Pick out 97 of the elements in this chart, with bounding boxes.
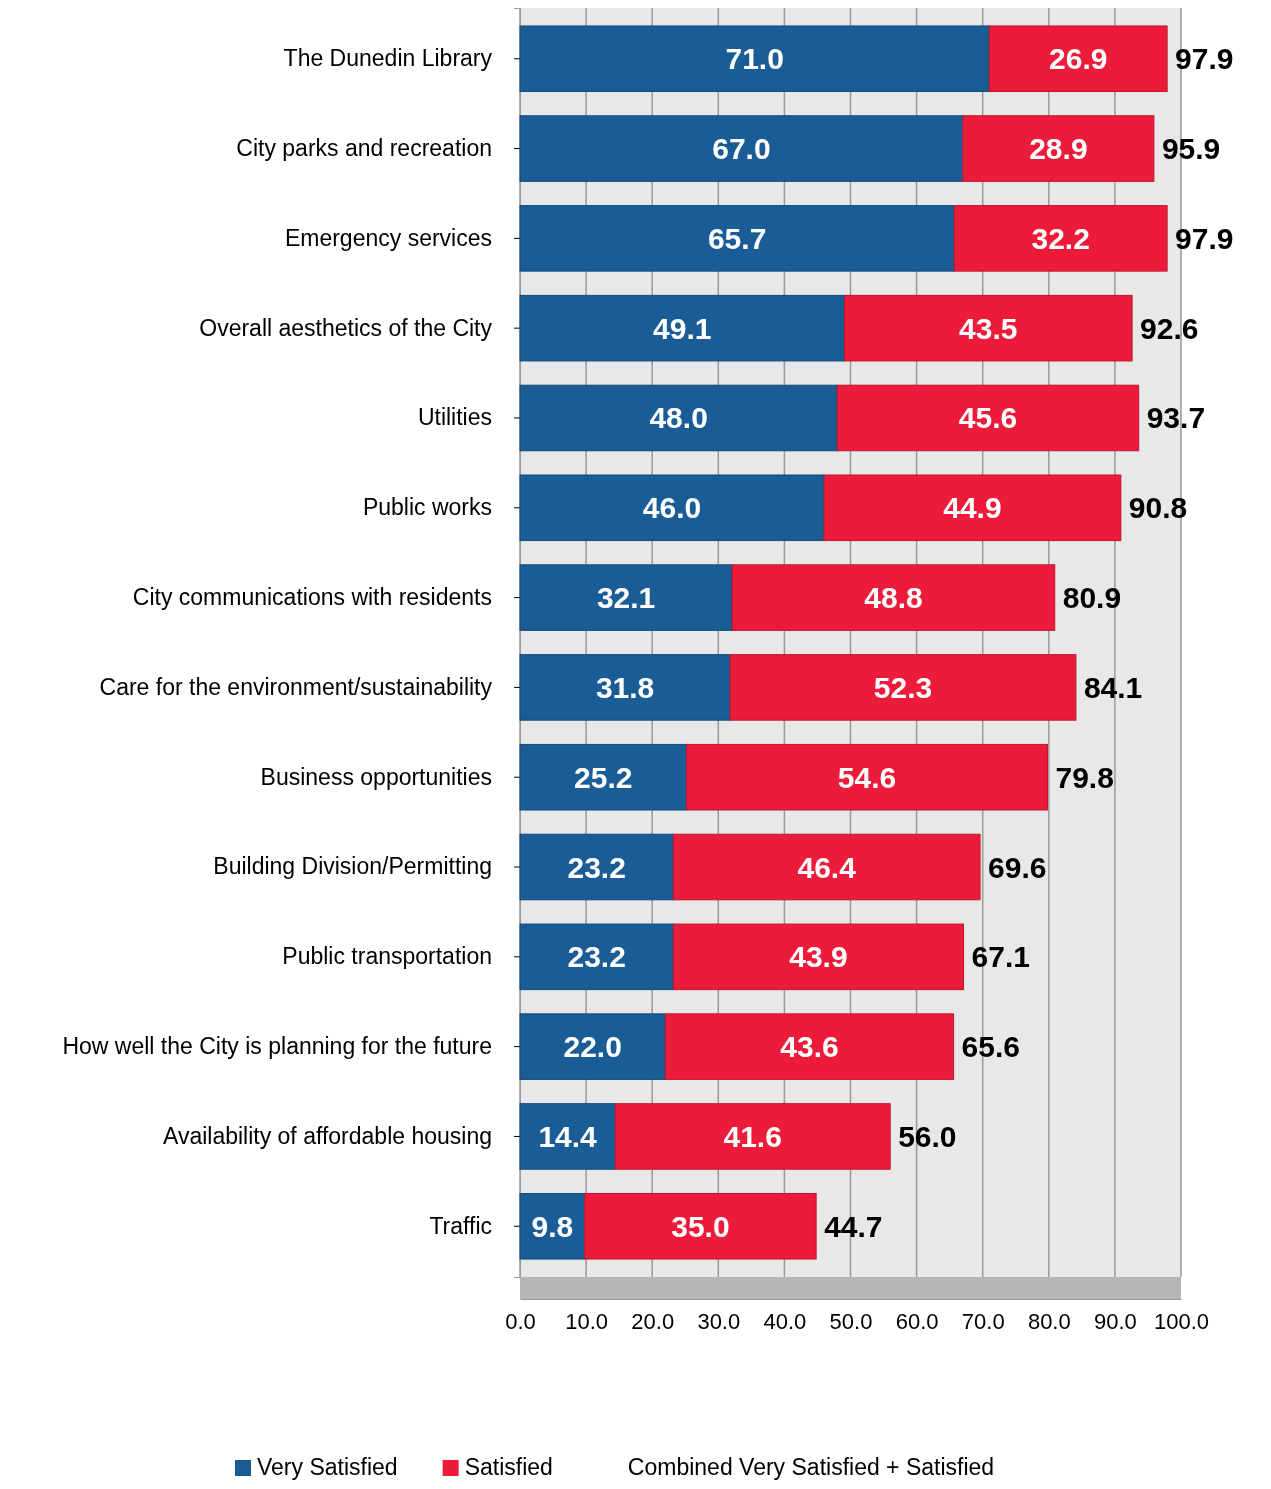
y-tick-label: Public works — [362, 494, 492, 521]
bar — [844, 294, 1133, 362]
bar — [584, 1192, 817, 1260]
data-label: 31.8 — [595, 670, 655, 704]
total-label: 56.0 — [898, 1119, 957, 1153]
x-tick-label: 20.0 — [631, 1308, 675, 1334]
x-tick-label: 50.0 — [829, 1308, 873, 1334]
bar — [672, 833, 981, 901]
total-label: 44.7 — [824, 1209, 883, 1243]
y-tick-label: Availability of affordable housing — [162, 1122, 492, 1149]
y-tick-label: Business opportunities — [260, 763, 492, 790]
total-label: 97.9 — [1175, 221, 1234, 255]
x-tick-label: 60.0 — [895, 1308, 939, 1334]
data-label: 71.0 — [725, 42, 784, 76]
x-tick-label: 90.0 — [1093, 1308, 1137, 1334]
data-label: 65.7 — [707, 221, 767, 255]
data-label: 23.2 — [567, 940, 626, 974]
y-tick-label: Public transportation — [282, 943, 492, 970]
data-label: 44.9 — [943, 491, 1002, 525]
x-tick-label: 0.0 — [505, 1308, 536, 1334]
bar — [836, 384, 1140, 452]
bar — [988, 25, 1168, 93]
data-label: 32.2 — [1031, 221, 1090, 255]
y-tick-label: The Dunedin Library — [283, 45, 493, 72]
x-tick-label: 80.0 — [1027, 1308, 1071, 1334]
data-label: 52.3 — [873, 670, 933, 704]
data-label: 46.0 — [642, 491, 702, 525]
bar — [519, 743, 688, 811]
y-tick-label: Building Division/Permitting — [213, 853, 492, 880]
bar — [731, 564, 1056, 631]
bar — [953, 205, 1168, 272]
data-label: 32.1 — [596, 581, 656, 615]
data-label: 43.9 — [789, 940, 848, 974]
bar — [519, 205, 955, 272]
legend-label: Very Satisfied — [257, 1454, 398, 1480]
bar — [519, 1013, 666, 1080]
x-tick-label: 30.0 — [697, 1308, 741, 1334]
data-label: 9.8 — [531, 1209, 574, 1243]
data-label: 43.5 — [959, 311, 1018, 345]
bar — [519, 384, 838, 452]
y-tick-label: Emergency services — [284, 224, 492, 251]
bar — [519, 1103, 616, 1170]
total-label: 92.6 — [1140, 311, 1199, 345]
data-label: 67.0 — [712, 132, 771, 166]
total-label: 69.6 — [988, 850, 1047, 884]
data-label: 48.8 — [864, 581, 923, 615]
data-label: 48.0 — [649, 401, 708, 435]
data-label: 14.4 — [538, 1119, 598, 1153]
bar — [519, 654, 731, 721]
data-label: 26.9 — [1049, 42, 1108, 76]
bar — [519, 923, 674, 991]
bar — [519, 564, 733, 631]
x-tick-label: 10.0 — [565, 1308, 609, 1334]
y-tick-label: Utilities — [417, 404, 492, 431]
x-tick-label: 100.0 — [1153, 1308, 1210, 1334]
data-label: 41.6 — [723, 1119, 782, 1153]
bar — [664, 1013, 955, 1080]
data-label: 28.9 — [1029, 132, 1088, 166]
data-label: 43.6 — [780, 1030, 839, 1064]
y-tick-label: Overall aesthetics of the City — [199, 314, 493, 341]
bar — [614, 1103, 891, 1170]
total-label: 67.1 — [971, 940, 1030, 974]
total-label: 84.1 — [1083, 670, 1143, 704]
bar — [962, 115, 1155, 182]
data-label: 45.6 — [958, 401, 1018, 435]
text: Combined Very Satisfied + Satisfied — [627, 1454, 995, 1480]
bar — [686, 743, 1048, 811]
bar — [519, 115, 964, 182]
y-tick-label: Traffic — [429, 1212, 492, 1239]
y-tick-label: Care for the environment/sustainability — [99, 673, 493, 700]
total-label: 80.9 — [1062, 581, 1122, 615]
data-label: 22.0 — [563, 1030, 622, 1064]
bar — [823, 474, 1122, 542]
legend-label: Satisfied — [464, 1454, 553, 1480]
x-tick-label: 70.0 — [961, 1308, 1005, 1334]
x-tick-label: 40.0 — [763, 1308, 807, 1334]
total-label: 95.9 — [1161, 132, 1221, 166]
y-tick-label: City communications with residents — [132, 583, 492, 610]
y-tick-label: City parks and recreation — [236, 134, 492, 161]
data-label: 49.1 — [653, 311, 712, 345]
bar — [519, 474, 825, 542]
data-label: 23.2 — [567, 850, 626, 884]
total-label: 65.6 — [961, 1030, 1021, 1064]
total-label: 79.8 — [1055, 760, 1114, 794]
total-label: 90.8 — [1128, 491, 1188, 525]
total-label: 93.7 — [1146, 401, 1206, 435]
data-label: 25.2 — [574, 760, 633, 794]
y-tick-label: How well the City is planning for the future — [62, 1033, 492, 1059]
bar — [519, 833, 674, 901]
data-label: 54.6 — [837, 760, 897, 794]
bar — [729, 654, 1077, 721]
bar — [519, 25, 990, 93]
data-label: 35.0 — [671, 1209, 730, 1243]
data-label: 46.4 — [797, 850, 857, 884]
bar — [672, 923, 965, 991]
bar — [519, 294, 846, 362]
total-label: 97.9 — [1175, 42, 1234, 76]
